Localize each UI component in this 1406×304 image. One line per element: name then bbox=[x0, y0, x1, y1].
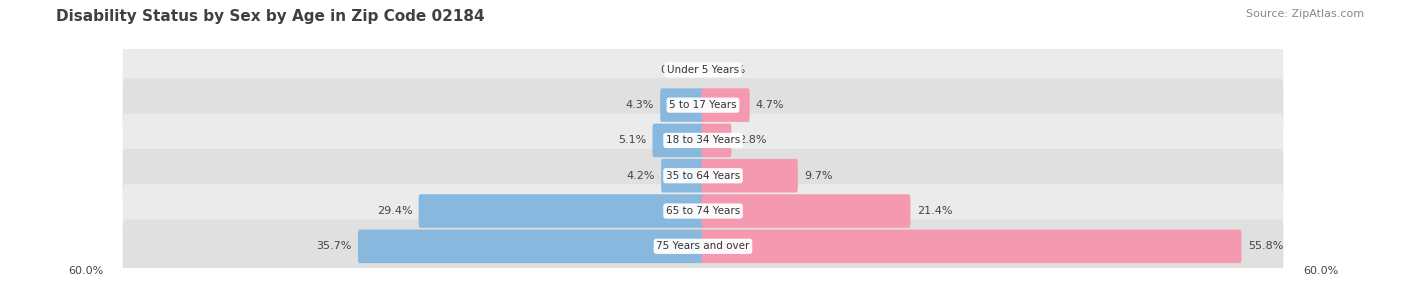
Text: 2.8%: 2.8% bbox=[738, 135, 766, 145]
Text: 18 to 34 Years: 18 to 34 Years bbox=[666, 135, 740, 145]
Text: 21.4%: 21.4% bbox=[917, 206, 952, 216]
FancyBboxPatch shape bbox=[702, 124, 731, 157]
Text: Source: ZipAtlas.com: Source: ZipAtlas.com bbox=[1246, 9, 1364, 19]
FancyBboxPatch shape bbox=[652, 124, 704, 157]
Text: 65 to 74 Years: 65 to 74 Years bbox=[666, 206, 740, 216]
FancyBboxPatch shape bbox=[122, 43, 1284, 97]
Text: 60.0%: 60.0% bbox=[1303, 266, 1339, 276]
Text: 4.2%: 4.2% bbox=[627, 171, 655, 181]
FancyBboxPatch shape bbox=[702, 230, 1241, 263]
Text: 5 to 17 Years: 5 to 17 Years bbox=[669, 100, 737, 110]
Text: 60.0%: 60.0% bbox=[67, 266, 103, 276]
FancyBboxPatch shape bbox=[122, 184, 1284, 238]
FancyBboxPatch shape bbox=[661, 159, 704, 192]
Text: Under 5 Years: Under 5 Years bbox=[666, 65, 740, 75]
Text: 75 Years and over: 75 Years and over bbox=[657, 241, 749, 251]
Text: 55.8%: 55.8% bbox=[1247, 241, 1284, 251]
FancyBboxPatch shape bbox=[702, 88, 749, 122]
FancyBboxPatch shape bbox=[122, 114, 1284, 167]
Text: Disability Status by Sex by Age in Zip Code 02184: Disability Status by Sex by Age in Zip C… bbox=[56, 9, 485, 24]
FancyBboxPatch shape bbox=[419, 194, 704, 228]
Text: 4.3%: 4.3% bbox=[626, 100, 654, 110]
Text: 35 to 64 Years: 35 to 64 Years bbox=[666, 171, 740, 181]
FancyBboxPatch shape bbox=[122, 149, 1284, 202]
Text: 4.7%: 4.7% bbox=[756, 100, 785, 110]
FancyBboxPatch shape bbox=[122, 78, 1284, 132]
Text: 0.0%: 0.0% bbox=[717, 65, 745, 75]
Text: 35.7%: 35.7% bbox=[316, 241, 352, 251]
Text: 9.7%: 9.7% bbox=[804, 171, 832, 181]
Text: 29.4%: 29.4% bbox=[377, 206, 412, 216]
FancyBboxPatch shape bbox=[661, 88, 704, 122]
Text: 0.0%: 0.0% bbox=[661, 65, 689, 75]
Text: 5.1%: 5.1% bbox=[619, 135, 647, 145]
FancyBboxPatch shape bbox=[702, 194, 911, 228]
FancyBboxPatch shape bbox=[702, 159, 797, 192]
FancyBboxPatch shape bbox=[122, 219, 1284, 273]
FancyBboxPatch shape bbox=[359, 230, 704, 263]
